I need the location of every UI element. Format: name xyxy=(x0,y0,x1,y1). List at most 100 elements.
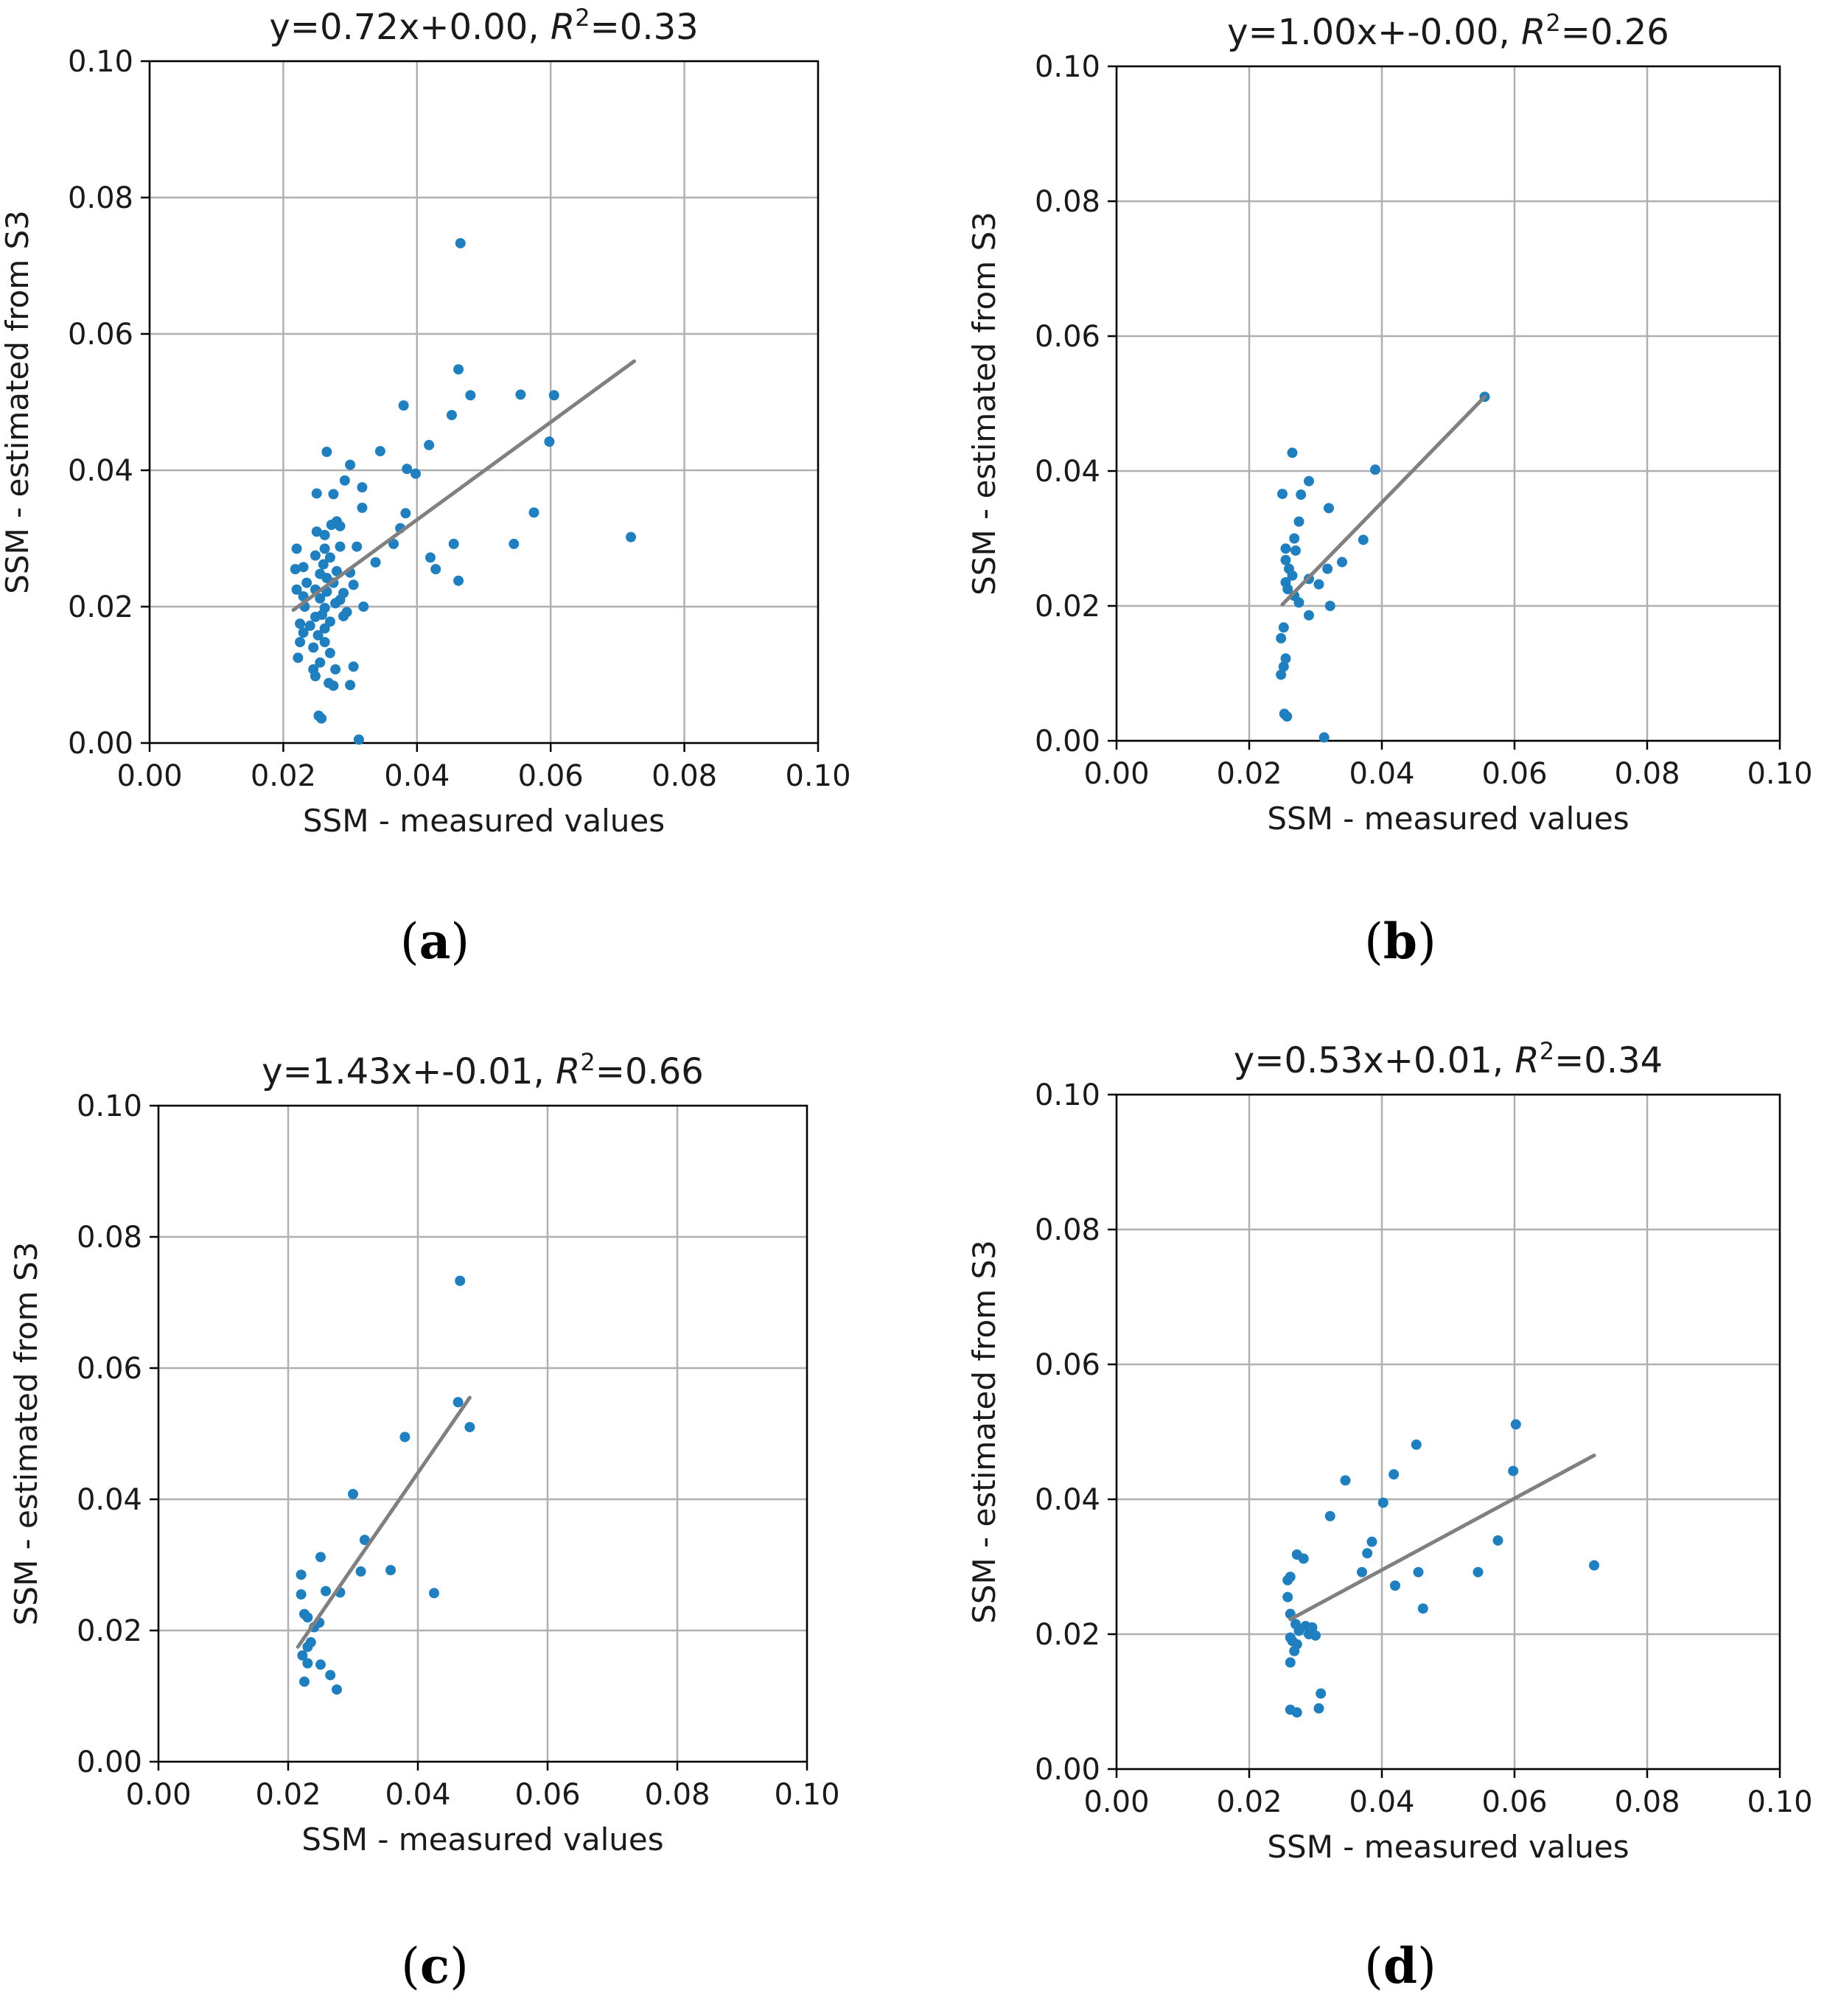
title-superscript: 2 xyxy=(1540,1037,1554,1065)
data-point xyxy=(1508,1465,1519,1476)
data-point xyxy=(448,538,459,549)
data-point xyxy=(1510,1419,1521,1430)
data-point xyxy=(302,1612,313,1623)
y-tick-label: 0.02 xyxy=(77,1614,142,1648)
data-point xyxy=(1293,516,1304,527)
title-r: R xyxy=(556,1051,580,1092)
data-point xyxy=(296,1569,307,1580)
data-point xyxy=(304,620,315,631)
data-point xyxy=(316,713,327,724)
data-point xyxy=(1282,584,1293,595)
chart-title: y=0.72x+0.00, R2=0.33 xyxy=(269,4,698,48)
x-tick-label: 0.04 xyxy=(384,759,450,793)
y-axis-label: SSM - estimated from S3 xyxy=(966,1240,1002,1624)
data-point xyxy=(297,1650,308,1661)
data-point xyxy=(1289,533,1300,544)
x-tick-label: 0.04 xyxy=(1349,757,1414,791)
title-superscript: 2 xyxy=(1545,9,1560,37)
data-point xyxy=(319,623,330,634)
x-tick-label: 0.08 xyxy=(1614,757,1680,791)
data-point xyxy=(1413,1566,1424,1577)
y-tick-label: 0.00 xyxy=(1035,725,1100,758)
data-point xyxy=(1337,557,1347,568)
data-point xyxy=(1280,543,1291,554)
data-point xyxy=(359,1535,370,1546)
title-r2-value: =0.33 xyxy=(590,7,699,48)
data-point xyxy=(1310,1630,1321,1641)
y-tick-label: 0.02 xyxy=(68,590,133,624)
data-point xyxy=(330,664,341,675)
data-point xyxy=(430,564,441,575)
y-tick-label: 0.08 xyxy=(68,181,133,215)
data-point xyxy=(1362,1548,1373,1559)
data-point xyxy=(399,1431,411,1443)
data-point xyxy=(1324,503,1334,514)
data-point xyxy=(1322,563,1333,574)
regression-line xyxy=(296,1395,472,1649)
regression-line xyxy=(1280,394,1487,607)
title-superscript: 2 xyxy=(575,4,590,32)
data-point xyxy=(446,410,457,421)
y-tick-label: 0.00 xyxy=(1035,1753,1100,1787)
data-point xyxy=(332,1684,342,1695)
y-tick-label: 0.02 xyxy=(1035,1618,1100,1652)
data-point xyxy=(318,559,329,570)
title-equation: y=1.43x+-0.01, xyxy=(262,1051,556,1092)
data-point xyxy=(424,439,435,450)
x-tick-label: 0.06 xyxy=(1481,757,1547,791)
plot-frame xyxy=(1115,1093,1781,1771)
data-point xyxy=(528,507,539,518)
title-r2-value: =0.34 xyxy=(1554,1040,1663,1081)
data-point xyxy=(348,661,359,672)
data-point xyxy=(358,601,369,612)
data-point xyxy=(321,1586,332,1597)
data-point xyxy=(410,468,421,479)
title-superscript: 2 xyxy=(580,1048,595,1076)
scatter-panel-b: 0.00 0.02 0.04 0.06 0.08 0.10 0.00 0.02 0.04 0.06… xyxy=(966,9,1813,837)
data-point xyxy=(353,734,364,745)
data-point xyxy=(348,579,359,590)
data-point xyxy=(1278,622,1289,633)
panel-label: (b) xyxy=(1364,913,1436,970)
data-point xyxy=(388,538,399,549)
title-r: R xyxy=(551,7,575,48)
data-point xyxy=(398,400,409,411)
data-point xyxy=(1298,1553,1309,1564)
y-tick-label: 0.08 xyxy=(77,1221,142,1255)
y-tick-label: 0.00 xyxy=(68,727,133,761)
data-point xyxy=(324,552,335,563)
data-point xyxy=(311,488,322,499)
data-point xyxy=(308,642,319,653)
data-point xyxy=(291,543,302,554)
data-point xyxy=(321,447,332,458)
data-point xyxy=(1304,475,1314,486)
data-point xyxy=(310,671,321,682)
data-point xyxy=(1276,669,1287,680)
regression-line xyxy=(1288,1454,1596,1622)
chart-title: y=0.53x+0.01, R2=0.34 xyxy=(1234,1037,1663,1081)
data-point xyxy=(345,680,356,691)
data-point xyxy=(626,531,637,543)
x-tick-label: 0.02 xyxy=(255,1778,321,1812)
x-tick-label: 0.04 xyxy=(385,1778,450,1812)
data-point xyxy=(326,520,337,530)
plot-frame xyxy=(148,60,820,744)
scatter-panel-c: 0.00 0.02 0.04 0.06 0.08 0.10 0.00 0.02 0.04 0.06… xyxy=(8,1048,840,1858)
data-point xyxy=(1293,1625,1304,1636)
data-point xyxy=(1289,1645,1300,1656)
data-point xyxy=(355,1566,366,1577)
y-tick-label: 0.10 xyxy=(1035,1078,1100,1112)
title-r: R xyxy=(1515,1040,1539,1081)
chart-title: y=1.00x+-0.00, R2=0.26 xyxy=(1227,9,1669,53)
data-point xyxy=(290,564,301,575)
data-point xyxy=(385,1565,397,1576)
data-point xyxy=(311,526,322,537)
x-tick-label: 0.02 xyxy=(1216,757,1282,791)
data-point xyxy=(465,390,476,401)
y-tick-label: 0.06 xyxy=(68,318,133,352)
y-tick-label: 0.02 xyxy=(1035,590,1100,624)
data-point xyxy=(315,1552,326,1563)
data-point xyxy=(400,508,411,519)
data-point xyxy=(1589,1560,1599,1571)
data-point xyxy=(298,627,309,638)
